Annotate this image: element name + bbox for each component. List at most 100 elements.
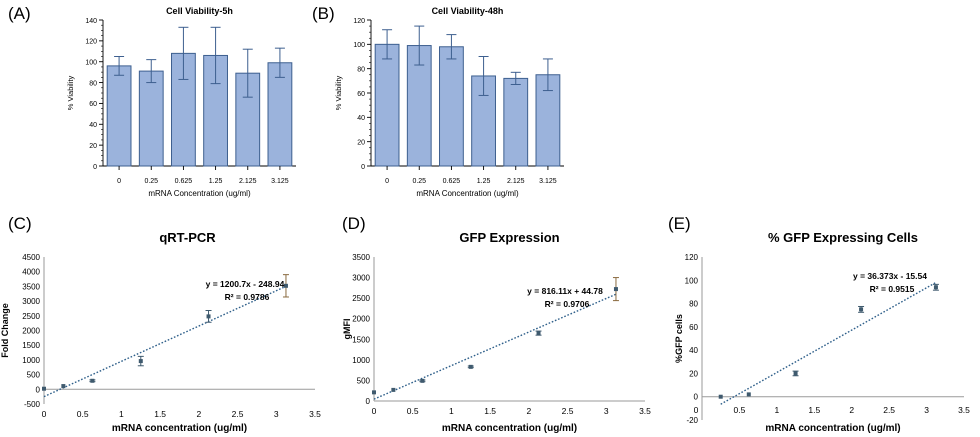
chart-a-title: Cell Viability-5h — [166, 6, 233, 16]
chart-d-title: GFP Expression — [459, 230, 559, 245]
chart-c-x-tick-label: 2.5 — [232, 409, 244, 419]
chart-c-trendline — [43, 285, 287, 398]
chart-d-x-tick-label: 0.5 — [407, 406, 419, 416]
chart-d-r-squared: R² = 0.9706 — [545, 299, 590, 309]
chart-d-y-tick-label: 2000 — [352, 315, 370, 324]
chart-a-x-tick-label: 0.25 — [144, 178, 158, 185]
chart-d-x-tick-label: 1 — [449, 406, 454, 416]
chart-d-point — [420, 378, 425, 383]
chart-d-y-tick-label: 3500 — [352, 253, 370, 262]
chart-a-bar — [106, 65, 132, 167]
chart-e-y-label: %GFP cells — [674, 314, 684, 363]
chart-c-y-tick-label: 4000 — [22, 268, 40, 277]
chart-e-point — [933, 285, 938, 290]
chart-c-x-label: mRNA concentration (ug/ml) — [112, 423, 247, 434]
chart-b-x-tick-label: 1.25 — [477, 178, 491, 185]
chart-c-point — [61, 384, 66, 389]
chart-e-x-tick-label: 1 — [774, 405, 779, 415]
chart-c-y-label: Fold Change — [0, 303, 10, 358]
chart-a-x-tick-label: 0.625 — [175, 178, 193, 185]
chart-b-y-tick-label: 40 — [357, 115, 365, 122]
chart-a-bar — [138, 70, 164, 167]
chart-a-y-tick-label: 100 — [85, 60, 97, 67]
chart-e-y-tick-label: 100 — [685, 276, 699, 285]
chart-d-x-label: mRNA concentration (ug/ml) — [442, 423, 577, 434]
chart-d-y-label: gMFI — [342, 319, 352, 340]
chart-a-bar — [267, 62, 293, 167]
chart-b-x-tick-label: 2.125 — [507, 178, 525, 185]
chart-e-point — [746, 392, 751, 397]
chart-c-equation: y = 1200.7x - 248.94 — [206, 279, 285, 289]
chart-c-y-tick-label: 2500 — [22, 312, 40, 321]
chart-d-x-tick-label: 1.5 — [484, 406, 496, 416]
chart-b-title: Cell Viability-48h — [432, 6, 504, 16]
panel-label-d: (D) — [342, 214, 366, 233]
chart-e-y-tick-label: 80 — [689, 300, 698, 309]
chart-e-x-tick-label: 0 — [694, 405, 699, 415]
chart-e-x-tick-label: 2 — [849, 405, 854, 415]
chart-c-y-tick-label: -500 — [24, 400, 41, 409]
chart-d-y-tick-label: 2500 — [352, 294, 370, 303]
chart-e-point — [859, 307, 864, 312]
chart-b-bar — [503, 77, 529, 167]
chart-c-point — [138, 359, 143, 364]
chart-a-x-tick-label: 0 — [117, 178, 121, 185]
chart-b-y-tick-label: 20 — [357, 139, 365, 146]
chart-d-point — [468, 364, 473, 369]
chart-b-x-tick-label: 0.625 — [443, 178, 461, 185]
chart-d-y-tick-label: 1000 — [352, 356, 370, 365]
chart-c-y-tick-label: 1500 — [22, 341, 40, 350]
chart-d-x-tick-label: 2.5 — [562, 406, 574, 416]
panel-label-c: (C) — [8, 214, 32, 233]
chart-d-equation: y = 816.11x + 44.78 — [527, 286, 603, 296]
chart-e-r-squared: R² = 0.9515 — [870, 284, 915, 294]
chart-e-y-tick-label: 120 — [685, 253, 699, 262]
chart-d-y-tick-label: 1500 — [352, 335, 370, 344]
chart-d-x-tick-label: 3 — [604, 406, 609, 416]
chart-e-equation: y = 36.373x - 15.54 — [853, 271, 927, 281]
chart-d-y-tick-label: 0 — [366, 397, 371, 406]
chart-a-y-tick-label: 140 — [85, 18, 97, 25]
chart-e-y-tick-label: 40 — [689, 346, 698, 355]
chart-a-y-tick-label: 0 — [93, 164, 97, 171]
chart-d-point — [613, 287, 618, 292]
chart-c-r-squared: R² = 0.9786 — [225, 292, 270, 302]
chart-e-y-tick-label: 20 — [689, 369, 698, 378]
chart-a-y-label: % Viability — [66, 76, 75, 111]
chart-a-y-tick-label: 60 — [89, 101, 97, 108]
chart-b-x-tick-label: 0 — [385, 178, 389, 185]
chart-e-y-tick-label: -20 — [686, 416, 698, 425]
chart-e-trendline — [720, 281, 937, 405]
chart-e-x-label: mRNA concentration (ug/ml) — [765, 423, 900, 434]
chart-d-x-tick-label: 0 — [372, 406, 377, 416]
chart-a-x-tick-label: 2.125 — [239, 178, 257, 185]
chart-b-y-label: % Viability — [334, 76, 343, 111]
chart-c-y-tick-label: 1000 — [22, 356, 40, 365]
chart-d-point — [391, 387, 396, 392]
chart-b-y-tick-label: 120 — [353, 18, 365, 25]
chart-c-x-tick-label: 1 — [119, 409, 124, 419]
chart-e-point — [718, 394, 723, 399]
chart-c-x-tick-label: 3 — [274, 409, 279, 419]
chart-c-y-tick-label: 500 — [27, 371, 41, 380]
chart-c-x-tick-label: 0.5 — [77, 409, 89, 419]
chart-e-x-tick-label: 2.5 — [883, 405, 895, 415]
chart-a-x-tick-label: 1.25 — [209, 178, 223, 185]
chart-b-x-tick-label: 0.25 — [412, 178, 426, 185]
chart-a-y-tick-label: 120 — [85, 39, 97, 46]
chart-c-point — [42, 386, 46, 391]
chart-b-x-tick-label: 3.125 — [539, 178, 557, 185]
chart-c-y-tick-label: 2000 — [22, 327, 40, 336]
chart-e-y-tick-label: 60 — [689, 323, 698, 332]
chart-b-y-tick-label: 0 — [361, 164, 365, 171]
chart-a-x-tick-label: 3.125 — [271, 178, 289, 185]
chart-e-x-tick-label: 3 — [924, 405, 929, 415]
chart-e-x-tick-label: 3.5 — [958, 405, 970, 415]
chart-c-point — [283, 283, 288, 288]
chart-c-title: qRT-PCR — [159, 230, 216, 245]
chart-c-x-tick-label: 3.5 — [309, 409, 321, 419]
chart-c-x-tick-label: 0 — [42, 409, 47, 419]
chart-b-y-tick-label: 80 — [357, 66, 365, 73]
chart-d-y-tick-label: 3000 — [352, 274, 370, 283]
